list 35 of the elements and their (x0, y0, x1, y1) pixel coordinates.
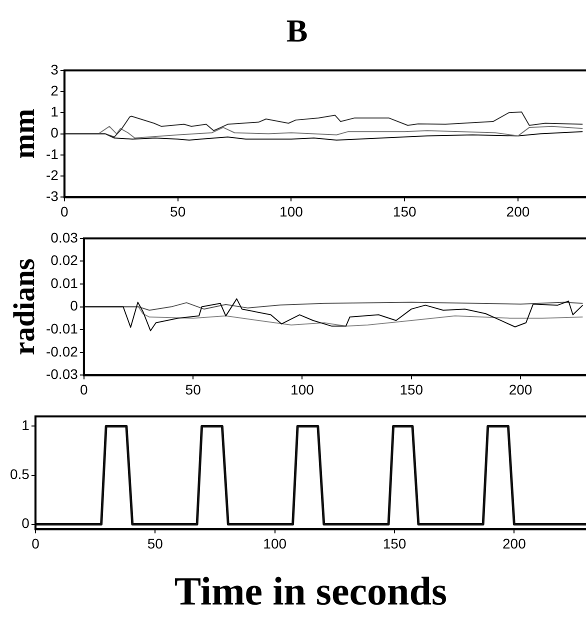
x-tick-label: 150 (392, 203, 416, 220)
y-axis-title: mm (8, 108, 41, 159)
y-tick-label: -1 (46, 146, 59, 162)
y-tick-label: 0 (70, 298, 78, 314)
x-tick-label: 100 (290, 381, 314, 398)
y-tick-label: 0.03 (50, 229, 78, 246)
x-tick-label: 100 (263, 535, 287, 552)
x-tick-label: 0 (32, 535, 40, 552)
y-tick-label: 1 (22, 417, 30, 434)
x-tick-label: 200 (508, 381, 532, 398)
y-tick-label: 0 (22, 515, 30, 532)
x-axis-title: Time in seconds (174, 568, 448, 614)
y-tick-label: -0.02 (46, 343, 78, 360)
y-tick-label: -0.03 (46, 366, 78, 382)
y-tick-label: 0.01 (50, 274, 78, 291)
x-tick-label: 50 (170, 203, 186, 220)
x-tick-label: 200 (502, 535, 526, 552)
x-tick-label: 100 (280, 203, 304, 220)
y-tick-label: 2 (50, 82, 59, 98)
y-tick-label: 1 (50, 104, 59, 120)
y-tick-label: 3 (50, 61, 59, 78)
chart-title: B (286, 12, 308, 48)
x-tick-label: 50 (185, 381, 202, 398)
x-tick-label: 0 (80, 381, 88, 398)
y-tick-label: -3 (46, 188, 59, 204)
y-axis-title: radians (8, 258, 41, 356)
x-tick-label: 50 (147, 535, 164, 552)
y-tick-label: 0.5 (10, 466, 30, 482)
x-tick-label: 200 (506, 203, 530, 220)
x-tick-label: 150 (400, 381, 424, 398)
x-tick-label: 150 (382, 535, 406, 552)
y-tick-label: 0 (50, 124, 59, 141)
y-tick-label: 0.02 (50, 252, 78, 268)
y-tick-label: -0.01 (46, 320, 78, 336)
y-tick-label: -2 (46, 166, 59, 183)
